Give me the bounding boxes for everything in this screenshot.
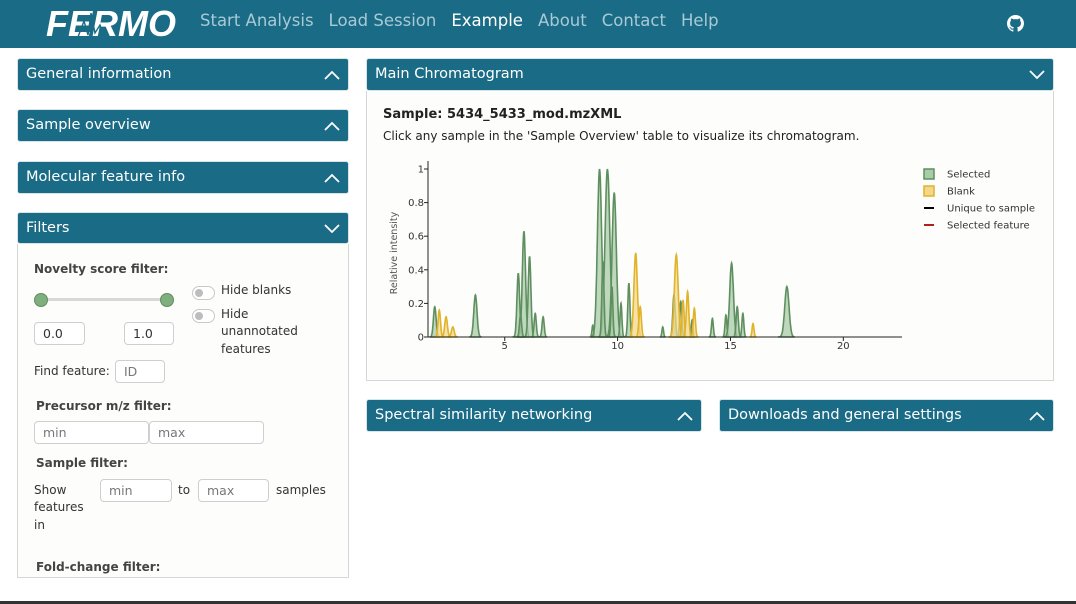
y-tick-label-0: 0 <box>418 333 424 344</box>
precursor-max-input[interactable]: max <box>149 421 264 444</box>
chevron-down-icon[interactable] <box>324 224 340 234</box>
legend-label-0: Selected <box>947 170 990 181</box>
peak-selected-13 <box>607 286 616 338</box>
precursor-filter-label: Precursor m/z filter: <box>36 399 172 413</box>
nav-start-analysis[interactable]: Start Analysis <box>200 11 314 30</box>
brand-text: FERMO <box>46 3 176 43</box>
show-features-label-1: Show <box>34 483 67 497</box>
downloads-settings-header[interactable]: Downloads and general settings <box>719 399 1054 432</box>
sample-overview-header[interactable]: Sample overview <box>17 109 349 142</box>
legend-swatch-0 <box>923 168 935 180</box>
peak-selected-25 <box>778 284 795 338</box>
molecular-feature-header[interactable]: Molecular feature info <box>17 161 349 194</box>
y-tick-label-2: 0.4 <box>408 265 424 276</box>
peak-selected-1 <box>469 293 482 338</box>
y-tick-label-4: 0.8 <box>408 198 424 209</box>
y-axis-label: Relative intensity <box>389 211 400 294</box>
spectral-networking-header[interactable]: Spectral similarity networking <box>366 399 702 432</box>
general-information-header[interactable]: General information <box>17 58 349 91</box>
to-label: to <box>178 483 191 497</box>
peak-blank-8 <box>690 306 699 338</box>
peak-blank-7 <box>682 288 693 338</box>
nav-links: Start Analysis Load Session Example Abou… <box>200 11 719 30</box>
filters-title: Filters <box>26 220 70 236</box>
bottom-border <box>0 601 1076 604</box>
github-icon[interactable] <box>1007 15 1024 32</box>
main-chromatogram-title: Main Chromatogram <box>375 66 524 82</box>
x-tick-label-0: 5 <box>502 341 508 352</box>
peak-selected-7 <box>538 315 548 338</box>
samples-label: samples <box>276 483 326 497</box>
peak-selected-6 <box>531 312 540 338</box>
sample-overview-title: Sample overview <box>26 117 151 133</box>
downloads-settings-title: Downloads and general settings <box>728 407 962 423</box>
fold-change-filter-label: Fold-change filter: <box>36 560 161 574</box>
novelty-slider-min-handle[interactable] <box>34 293 48 307</box>
legend-swatch-1 <box>923 185 935 197</box>
hide-blanks-toggle[interactable] <box>192 286 215 300</box>
precursor-min-input[interactable]: min <box>34 421 149 444</box>
nav-contact[interactable]: Contact <box>601 11 666 30</box>
chevron-down-icon[interactable] <box>1029 70 1045 80</box>
y-tick-label-3: 0.6 <box>408 232 424 243</box>
navbar: FERMO Start Analysis Load Session Exampl… <box>0 0 1076 48</box>
peak-selected-16 <box>659 325 666 338</box>
peak-selected-20 <box>708 317 717 338</box>
peak-selected-12 <box>598 261 608 338</box>
x-tick-label-2: 15 <box>724 341 737 352</box>
find-feature-label: Find feature: <box>34 364 110 378</box>
sample-name: Sample: 5434_5433_mod.mzXML <box>383 107 622 122</box>
show-features-label-2: features <box>34 500 84 514</box>
hide-unannotated-label-3: features <box>221 342 271 356</box>
show-features-label-3: in <box>34 518 45 532</box>
peak-selected-14 <box>617 300 625 338</box>
main-chromatogram-header[interactable]: Main Chromatogram <box>366 58 1054 91</box>
fermo-logo[interactable]: FERMO <box>44 3 182 43</box>
peak-blank-2 <box>447 325 458 338</box>
novelty-slider-track[interactable] <box>40 298 168 301</box>
nav-about[interactable]: About <box>537 11 587 30</box>
chevron-up-icon[interactable] <box>1029 411 1045 421</box>
x-tick-label-3: 20 <box>837 341 850 352</box>
chevron-up-icon[interactable] <box>324 70 340 80</box>
general-information-title: General information <box>26 66 172 82</box>
chevron-up-icon[interactable] <box>324 173 340 183</box>
legend-label-1: Blank <box>947 187 975 198</box>
novelty-min-input[interactable]: 0.0 <box>34 322 85 345</box>
novelty-filter-label: Novelty score filter: <box>34 262 169 276</box>
y-tick-label-5: 1 <box>418 165 424 176</box>
peak-selected-24 <box>739 311 747 338</box>
spectral-networking-title: Spectral similarity networking <box>375 407 593 423</box>
hide-blanks-label: Hide blanks <box>221 283 292 297</box>
chevron-up-icon[interactable] <box>677 411 693 421</box>
nav-help[interactable]: Help <box>680 11 719 30</box>
peak-blank-4 <box>635 305 645 338</box>
novelty-max-input[interactable]: 1.0 <box>124 322 174 345</box>
hide-unannotated-toggle[interactable] <box>192 309 215 323</box>
x-tick-label-1: 10 <box>611 341 624 352</box>
find-feature-input[interactable]: ID <box>115 360 165 383</box>
hide-unannotated-label-1: Hide <box>221 307 249 321</box>
peak-blank-9 <box>749 322 757 338</box>
novelty-slider-max-handle[interactable] <box>160 293 174 307</box>
sample-hint: Click any sample in the 'Sample Overview… <box>383 129 860 143</box>
sample-max-input[interactable]: max <box>198 479 269 502</box>
legend-label-2: Unique to sample <box>947 204 1035 215</box>
sample-min-input[interactable]: min <box>100 479 172 502</box>
nav-example[interactable]: Example <box>451 11 523 30</box>
peak-selected-5 <box>516 313 525 338</box>
legend-label-3: Selected feature <box>947 221 1030 232</box>
y-tick-label-1: 0.2 <box>408 299 424 310</box>
molecular-feature-title: Molecular feature info <box>26 169 186 185</box>
filters-header[interactable]: Filters <box>17 212 349 244</box>
hide-unannotated-label-2: unannotated <box>221 324 298 338</box>
sample-filter-label: Sample filter: <box>36 456 128 470</box>
nav-load-session[interactable]: Load Session <box>328 11 437 30</box>
chevron-up-icon[interactable] <box>324 121 340 131</box>
